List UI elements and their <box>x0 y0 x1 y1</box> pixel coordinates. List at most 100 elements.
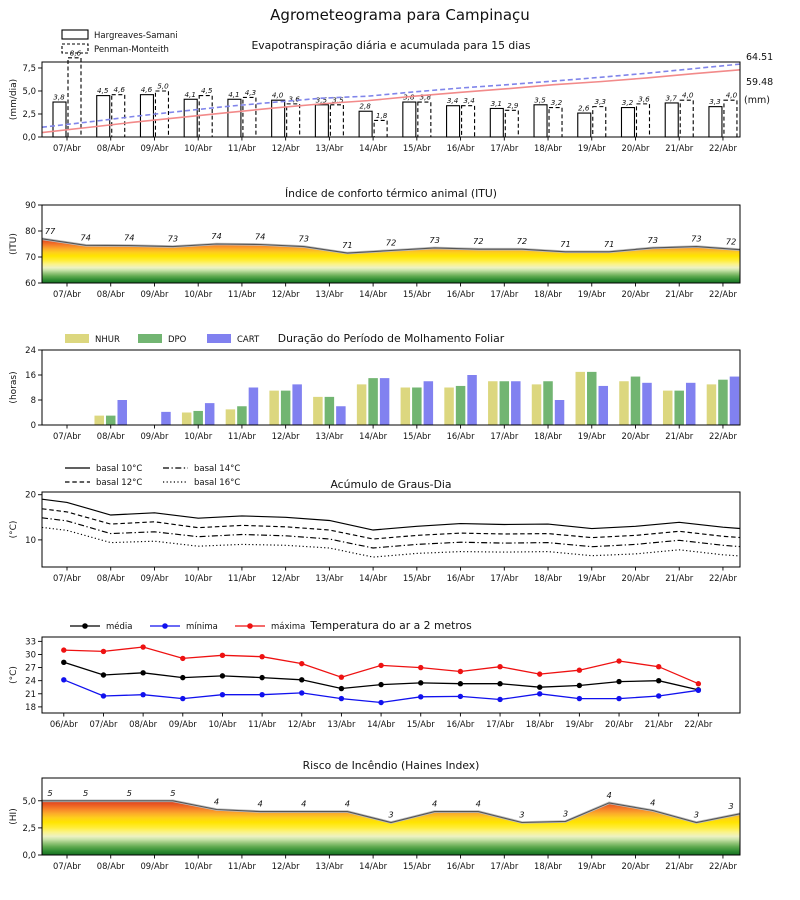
accumulated-line <box>41 63 741 129</box>
line-basal-16°C <box>41 526 741 558</box>
data-point <box>497 681 503 687</box>
page-title: Agrometeograma para Campinaçu <box>270 6 530 24</box>
point-label: 73 <box>647 235 658 245</box>
y-tick-label: 8 <box>31 396 36 406</box>
x-tick-label: 22/Abr <box>709 289 738 299</box>
data-point <box>100 648 107 655</box>
bar-series-cart <box>117 375 740 425</box>
data-point <box>378 662 384 669</box>
bar <box>94 415 104 425</box>
y-axis: 10 20 <box>25 491 42 546</box>
x-tick-label: 19/Abr <box>578 143 607 153</box>
x-axis: 07/Abr 08/Abr 09/Abr 10/Abr 11/Abr 12/Abr 13/A… <box>53 567 737 583</box>
y-tick-label: 5,0 <box>22 797 36 807</box>
bar <box>412 387 422 425</box>
bar-value-label: 3,4 <box>463 96 475 105</box>
bar <box>402 101 417 138</box>
bar <box>455 385 466 425</box>
legend-label: mínima <box>186 622 218 632</box>
x-tick-label: 09/Abr <box>140 573 169 583</box>
itu-chart: Índice de conforto térmico animal (ITU) (… <box>9 187 741 299</box>
x-tick-label: 07/Abr <box>53 861 82 871</box>
legend-label: basal 14°C <box>194 464 240 474</box>
point-label: 71 <box>342 240 353 250</box>
point-label: 73 <box>429 235 440 245</box>
x-tick-label: 07/Abr <box>53 573 82 583</box>
bar <box>444 387 454 425</box>
legend-swatch-dashed <box>61 43 89 54</box>
x-tick-label: 15/Abr <box>403 431 432 441</box>
bar-value-label: 3,8 <box>420 93 432 102</box>
x-axis: 07/Abr 08/Abr 09/Abr 10/Abr 11/Abr 12/Abr 13/A… <box>53 283 737 299</box>
point-label: 73 <box>691 234 702 244</box>
data-point <box>180 695 186 702</box>
bar <box>183 98 198 138</box>
x-tick-label: 19/Abr <box>578 573 607 583</box>
x-tick-label: 11/Abr <box>248 719 277 729</box>
legend-marker <box>162 623 168 629</box>
legend-marker <box>82 623 88 629</box>
x-tick-label: 19/Abr <box>578 431 607 441</box>
bar <box>619 381 629 425</box>
y-tick-label: 2,5 <box>22 110 36 120</box>
x-tick-label: 22/Abr <box>684 719 713 729</box>
legend-label: máxima <box>271 622 305 632</box>
bar-value-label: 3,2 <box>551 98 563 107</box>
x-tick-label: 07/Abr <box>53 431 82 441</box>
x-tick-label: 10/Abr <box>184 861 213 871</box>
legend-label: DPO <box>168 335 187 345</box>
x-tick-label: 16/Abr <box>447 573 476 583</box>
accumulated-line <box>41 69 741 134</box>
data-point <box>140 644 146 650</box>
x-tick-label: 16/Abr <box>447 143 476 153</box>
y-tick-label: 30 <box>25 650 36 660</box>
legend-label: CART <box>237 335 260 345</box>
x-tick-label: 14/Abr <box>359 861 388 871</box>
bar-value-label: 5,0 <box>157 81 169 90</box>
bar-value-label: 4,3 <box>245 88 257 97</box>
bar-value-label: 4,1 <box>228 90 239 99</box>
data-point <box>497 664 503 670</box>
y-axis-label: (mm/dia) <box>9 79 19 120</box>
bar-value-label: 4,6 <box>114 85 126 94</box>
bar <box>356 384 367 425</box>
legend-label: média <box>106 621 132 632</box>
y-tick-label: 10 <box>25 536 36 546</box>
data-point <box>299 677 305 683</box>
air-temperature-chart: Temperatura do ar a 2 metros (°C) 18 21 24 27… <box>9 619 741 729</box>
bar-value-label: 2,9 <box>507 101 519 110</box>
bar <box>417 101 432 138</box>
point-label: 4 <box>257 799 262 809</box>
x-tick-label: 08/Abr <box>97 143 126 153</box>
bar-value-label: 3,5 <box>316 95 328 104</box>
x-tick-label: 11/Abr <box>228 431 257 441</box>
bar-value-label: 3,3 <box>709 97 721 106</box>
x-tick-label: 07/Abr <box>89 719 118 729</box>
data-point <box>140 691 146 698</box>
bar-value-label: 3,5 <box>332 95 344 104</box>
bar <box>488 381 498 425</box>
x-tick-label: 18/Abr <box>526 719 555 729</box>
y-tick-label: 21 <box>25 690 36 700</box>
legend-label: basal 16°C <box>194 478 240 488</box>
plot-frame <box>41 777 741 856</box>
x-tick-label: 15/Abr <box>407 719 436 729</box>
x-tick-label: 21/Abr <box>665 143 694 153</box>
bar <box>225 409 236 425</box>
point-label: 4 <box>476 799 481 809</box>
right-axis-label: (mm) <box>744 95 770 106</box>
x-tick-label: 09/Abr <box>169 719 198 729</box>
data-point <box>497 696 503 703</box>
bar <box>400 387 411 425</box>
y-axis-label: (HI) <box>9 808 19 824</box>
y-tick-label: 80 <box>25 227 36 237</box>
data-point <box>378 699 384 706</box>
data-point <box>61 647 67 653</box>
bar <box>642 382 652 425</box>
bar <box>198 95 213 138</box>
bar-value-label: 4,0 <box>726 91 738 100</box>
x-tick-label: 10/Abr <box>208 719 237 729</box>
legend-label: basal 12°C <box>96 478 142 488</box>
bar-value-label: 8,6 <box>70 48 82 57</box>
point-label: 5 <box>170 788 175 798</box>
